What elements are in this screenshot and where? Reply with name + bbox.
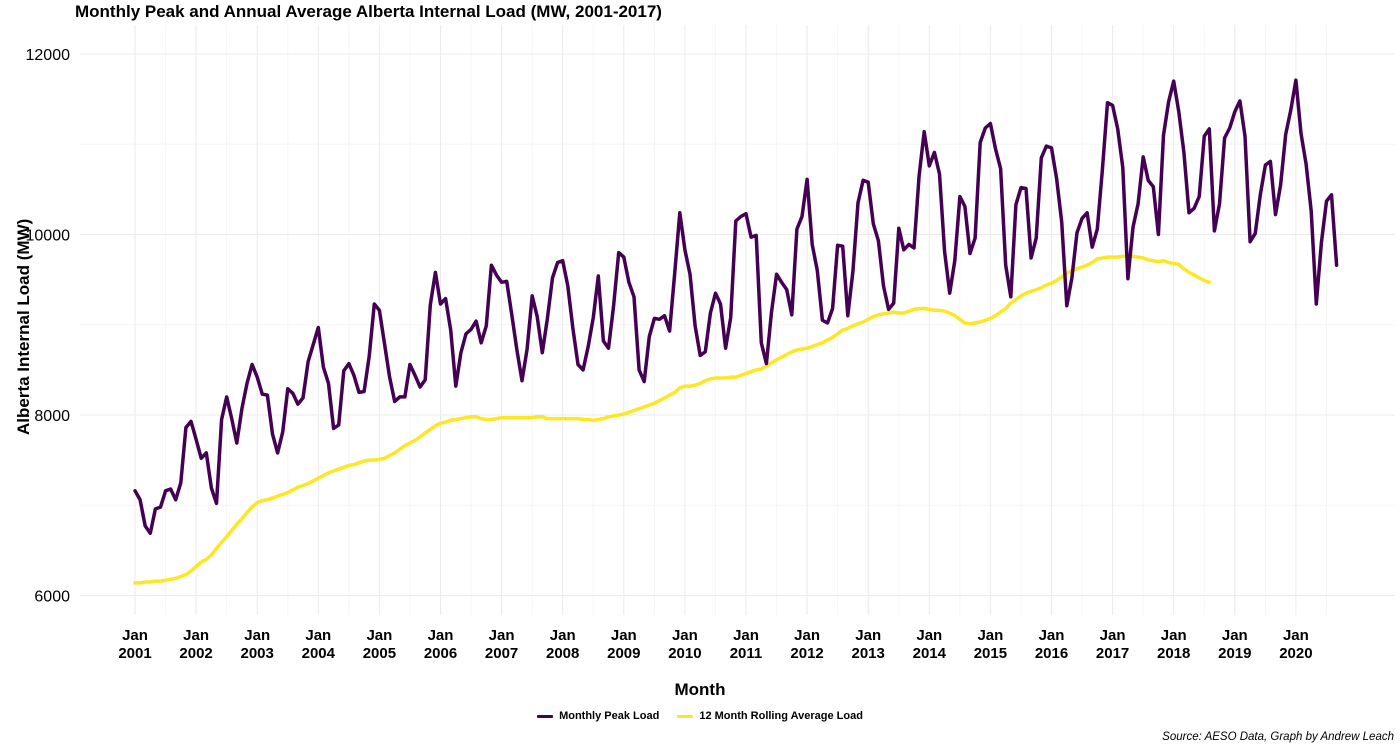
x-tick-label-line: Jan: [794, 627, 820, 644]
x-tick-label-line: 2018: [1157, 645, 1190, 662]
legend-item-rolling-average: 12 Month Rolling Average Load: [677, 710, 863, 722]
x-tick-label-line: Jan: [1283, 627, 1309, 644]
source-caption: Source: AESO Data, Graph by Andrew Leach: [1162, 731, 1394, 743]
x-tick-label-line: 2003: [241, 645, 274, 662]
x-tick-label: Jan 2008: [546, 627, 579, 662]
x-tick-label-line: Jan: [672, 627, 698, 644]
legend-label-monthly-peak: Monthly Peak Load: [559, 710, 660, 722]
x-tick-label-line: Jan: [550, 627, 576, 644]
x-tick-label: Jan 2014: [913, 627, 947, 662]
x-tick-label-line: 2009: [607, 645, 640, 662]
x-tick-label-line: Jan: [122, 627, 148, 644]
major-gridlines: [80, 25, 1395, 615]
series-line-monthly-peak: [133, 78, 1339, 535]
x-tick-label-line: 2002: [179, 645, 212, 662]
x-tick-label-line: Jan: [977, 627, 1003, 644]
y-tick-labels: 6000 8000 10000 12000: [26, 47, 71, 606]
x-tick-label-line: 2011: [730, 645, 763, 662]
x-tick-label: Jan 2004: [302, 627, 336, 662]
x-tick-label-line: Jan: [244, 627, 270, 644]
x-tick-label-line: 2010: [668, 645, 701, 662]
x-tick-label-line: Jan: [489, 627, 515, 644]
x-tick-label: Jan 2018: [1157, 627, 1190, 662]
x-tick-label-line: 2016: [1035, 645, 1068, 662]
x-tick-label: Jan 2012: [790, 627, 823, 662]
x-tick-label: Jan 2019: [1218, 627, 1251, 662]
x-tick-label: Jan 2009: [607, 627, 640, 662]
x-tick-label: Jan 2010: [668, 627, 701, 662]
x-tick-label: Jan 2015: [974, 627, 1007, 662]
y-tick-label: 8000: [34, 408, 70, 425]
x-tick-label-line: Jan: [305, 627, 331, 644]
x-tick-label-line: 2015: [974, 645, 1007, 662]
x-tick-label-line: 2004: [302, 645, 336, 662]
x-tick-label: Jan 2002: [179, 627, 212, 662]
x-tick-label-line: 2007: [485, 645, 518, 662]
x-tick-label-line: 2001: [118, 645, 151, 662]
x-tick-label: Jan 2007: [485, 627, 518, 662]
x-tick-label: Jan 2017: [1096, 627, 1129, 662]
x-tick-label-line: Jan: [1161, 627, 1187, 644]
legend: Monthly Peak Load 12 Month Rolling Avera…: [0, 710, 1400, 722]
x-tick-label-line: Jan: [428, 627, 454, 644]
x-tick-label: Jan 2001: [118, 627, 151, 662]
legend-swatch-rolling-average: [677, 714, 694, 718]
x-tick-label-line: Jan: [183, 627, 209, 644]
x-tick-label-line: 2008: [546, 645, 579, 662]
minor-gridlines: [80, 25, 1395, 615]
x-tick-label-line: Jan: [611, 627, 637, 644]
legend-label-rolling-average: 12 Month Rolling Average Load: [699, 710, 863, 722]
x-tick-label: Jan 2005: [363, 627, 396, 662]
x-tick-label-line: Jan: [1039, 627, 1065, 644]
x-tick-label-line: Jan: [855, 627, 881, 644]
x-tick-label: Jan 2011: [730, 627, 763, 662]
x-tick-label-line: Jan: [1100, 627, 1126, 644]
x-tick-label: Jan 2013: [852, 627, 885, 662]
x-tick-label-line: 2017: [1096, 645, 1129, 662]
series-lines: [133, 78, 1339, 585]
x-tick-label-line: 2005: [363, 645, 396, 662]
x-tick-label: Jan 2020: [1279, 627, 1312, 662]
x-tick-label-line: 2006: [424, 645, 457, 662]
x-tick-label-line: 2019: [1218, 645, 1251, 662]
series-line-rolling-average: [133, 254, 1212, 585]
legend-swatch-monthly-peak: [537, 714, 554, 718]
legend-item-monthly-peak: Monthly Peak Load: [537, 710, 659, 722]
y-tick-label: 6000: [34, 589, 70, 606]
x-tick-label-line: Jan: [916, 627, 942, 644]
x-tick-label: Jan 2016: [1035, 627, 1068, 662]
x-tick-label-line: 2013: [852, 645, 885, 662]
chart-title: Monthly Peak and Annual Average Alberta …: [75, 2, 662, 21]
x-tick-label-line: 2012: [790, 645, 823, 662]
x-axis-label: Month: [674, 680, 726, 699]
x-tick-label-line: Jan: [1222, 627, 1248, 644]
x-tick-label: Jan 2006: [424, 627, 457, 662]
y-tick-label: 10000: [26, 228, 71, 245]
x-tick-label-line: 2014: [913, 645, 947, 662]
x-tick-label-line: Jan: [366, 627, 392, 644]
y-tick-label: 12000: [26, 47, 71, 64]
x-tick-label: Jan 2003: [241, 627, 274, 662]
x-tick-label-line: Jan: [733, 627, 759, 644]
x-tick-label-line: 2020: [1279, 645, 1312, 662]
